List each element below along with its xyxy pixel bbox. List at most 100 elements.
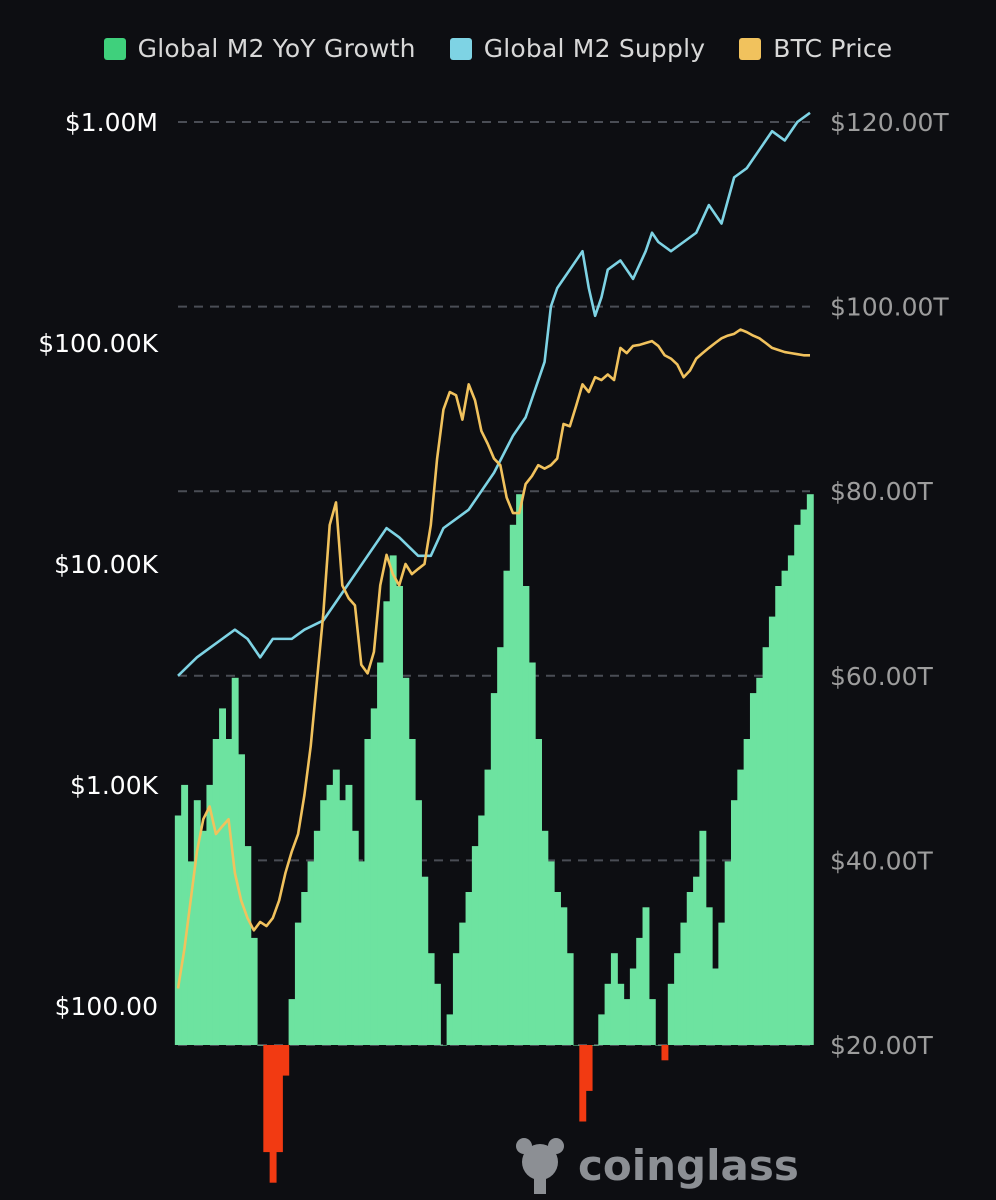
legend-label-growth: Global M2 YoY Growth: [137, 34, 416, 63]
growth-bar-positive: [528, 662, 536, 1045]
watermark-text: coinglass: [578, 1141, 799, 1190]
growth-bar-positive: [629, 968, 637, 1045]
legend-swatch-supply: [449, 37, 472, 60]
legend-label-supply: Global M2 Supply: [483, 34, 706, 63]
growth-bar-positive: [257, 1045, 264, 1046]
growth-bar-negative: [269, 1045, 277, 1183]
growth-bar-positive: [244, 846, 252, 1045]
growth-bar-positive: [484, 769, 492, 1045]
growth-bar-positive: [402, 677, 410, 1045]
growth-bar-positive: [718, 922, 726, 1045]
growth-bar-positive: [800, 509, 808, 1045]
growth-bar-positive: [610, 953, 618, 1045]
growth-bar-negative: [282, 1045, 290, 1076]
growth-bar-positive: [294, 922, 302, 1045]
growth-bar-positive: [200, 830, 208, 1045]
growth-bar-positive: [680, 922, 688, 1045]
growth-bar-positive: [471, 846, 479, 1045]
growth-bar-positive: [535, 739, 542, 1045]
growth-bar-positive: [541, 830, 549, 1045]
growth-bar-positive: [389, 555, 397, 1045]
growth-bar-positive: [509, 524, 517, 1045]
growth-bar-positive: [775, 586, 783, 1045]
growth-bar-positive: [288, 999, 296, 1045]
growth-bar-positive: [617, 983, 625, 1045]
growth-bar-positive: [440, 1045, 448, 1046]
growth-bar-positive: [724, 861, 732, 1045]
growth-bar-positive: [364, 739, 372, 1045]
growth-bar-positive: [326, 784, 334, 1045]
growth-bar-positive: [667, 983, 675, 1045]
growth-bar-positive: [478, 815, 486, 1045]
growth-bar-positive: [313, 830, 321, 1045]
growth-bar-positive: [219, 708, 226, 1045]
growth-bar-positive: [427, 953, 435, 1045]
growth-bar-positive: [636, 937, 644, 1045]
growth-bar-positive: [377, 662, 384, 1045]
growth-bar-positive: [699, 830, 707, 1045]
growth-bar-positive: [566, 953, 574, 1045]
right-tick-label: $100.00T: [830, 293, 949, 322]
growth-bar-positive: [206, 784, 214, 1045]
right-tick-label: $40.00T: [830, 846, 933, 875]
growth-bar-positive: [731, 800, 738, 1045]
legend-item-growth[interactable]: Global M2 YoY Growth: [103, 34, 416, 63]
growth-bar-negative: [585, 1045, 593, 1091]
left-axis-ticks: $100.00 $1.00K $10.00K $100.00K $1.00M: [38, 108, 158, 1021]
growth-bar-positive: [806, 494, 814, 1045]
growth-bar-positive: [459, 922, 467, 1045]
growth-bar-positive: [503, 570, 511, 1045]
series-lines: [176, 111, 811, 989]
growth-bar-positive: [655, 1045, 663, 1046]
growth-bar-positive: [623, 999, 631, 1045]
coinglass-watermark: coinglass: [516, 1138, 799, 1194]
growth-bar-positive: [756, 677, 764, 1045]
right-axis-ticks: $20.00T $40.00T $60.00T $80.00T $100.00T $120…: [830, 108, 949, 1060]
growth-bar-positive: [421, 876, 429, 1045]
growth-bar-positive: [693, 876, 700, 1045]
growth-bar-positive: [339, 800, 347, 1045]
growth-bar-positive: [705, 907, 713, 1045]
legend-item-supply[interactable]: Global M2 Supply: [449, 34, 706, 63]
growth-bar-positive: [452, 953, 460, 1045]
growth-bar-positive: [351, 830, 359, 1045]
growth-bar-negative: [661, 1045, 669, 1061]
growth-bar-positive: [396, 586, 403, 1045]
growth-bar-positive: [332, 769, 340, 1045]
growth-bar-positive: [604, 983, 612, 1045]
legend-swatch-growth: [103, 37, 126, 60]
growth-bar-positive: [674, 953, 682, 1045]
legend: Global M2 YoY Growth Global M2 Supply BT…: [0, 34, 996, 63]
growth-bar-positive: [301, 892, 309, 1045]
growth-bar-positive: [212, 739, 220, 1045]
left-tick-label: $100.00: [55, 992, 158, 1021]
growth-bar-positive: [408, 739, 416, 1045]
growth-bar-positive: [490, 693, 498, 1045]
right-tick-label: $120.00T: [830, 108, 949, 137]
growth-bars: [174, 494, 814, 1183]
growth-bar-positive: [787, 555, 795, 1045]
growth-bar-positive: [648, 999, 656, 1045]
growth-bar-negative: [275, 1045, 283, 1153]
growth-bar-positive: [415, 800, 422, 1045]
growth-bar-positive: [749, 693, 757, 1045]
growth-bar-positive: [768, 616, 776, 1045]
growth-bar-positive: [320, 800, 328, 1045]
legend-item-btc[interactable]: BTC Price: [739, 34, 892, 63]
growth-bar-positive: [522, 586, 530, 1045]
growth-bar-positive: [497, 647, 505, 1045]
growth-bar-positive: [547, 861, 555, 1045]
left-tick-label: $1.00K: [70, 771, 159, 800]
growth-bar-positive: [642, 907, 650, 1045]
growth-bar-positive: [554, 892, 561, 1045]
growth-bar-positive: [307, 861, 315, 1045]
growth-bar-positive: [181, 784, 189, 1045]
growth-bar-positive: [370, 708, 378, 1045]
growth-bar-positive: [250, 937, 258, 1045]
right-tick-label: $20.00T: [830, 1031, 933, 1060]
legend-label-btc: BTC Price: [773, 34, 893, 63]
growth-bar-positive: [345, 784, 353, 1045]
growth-bar-positive: [383, 601, 391, 1045]
